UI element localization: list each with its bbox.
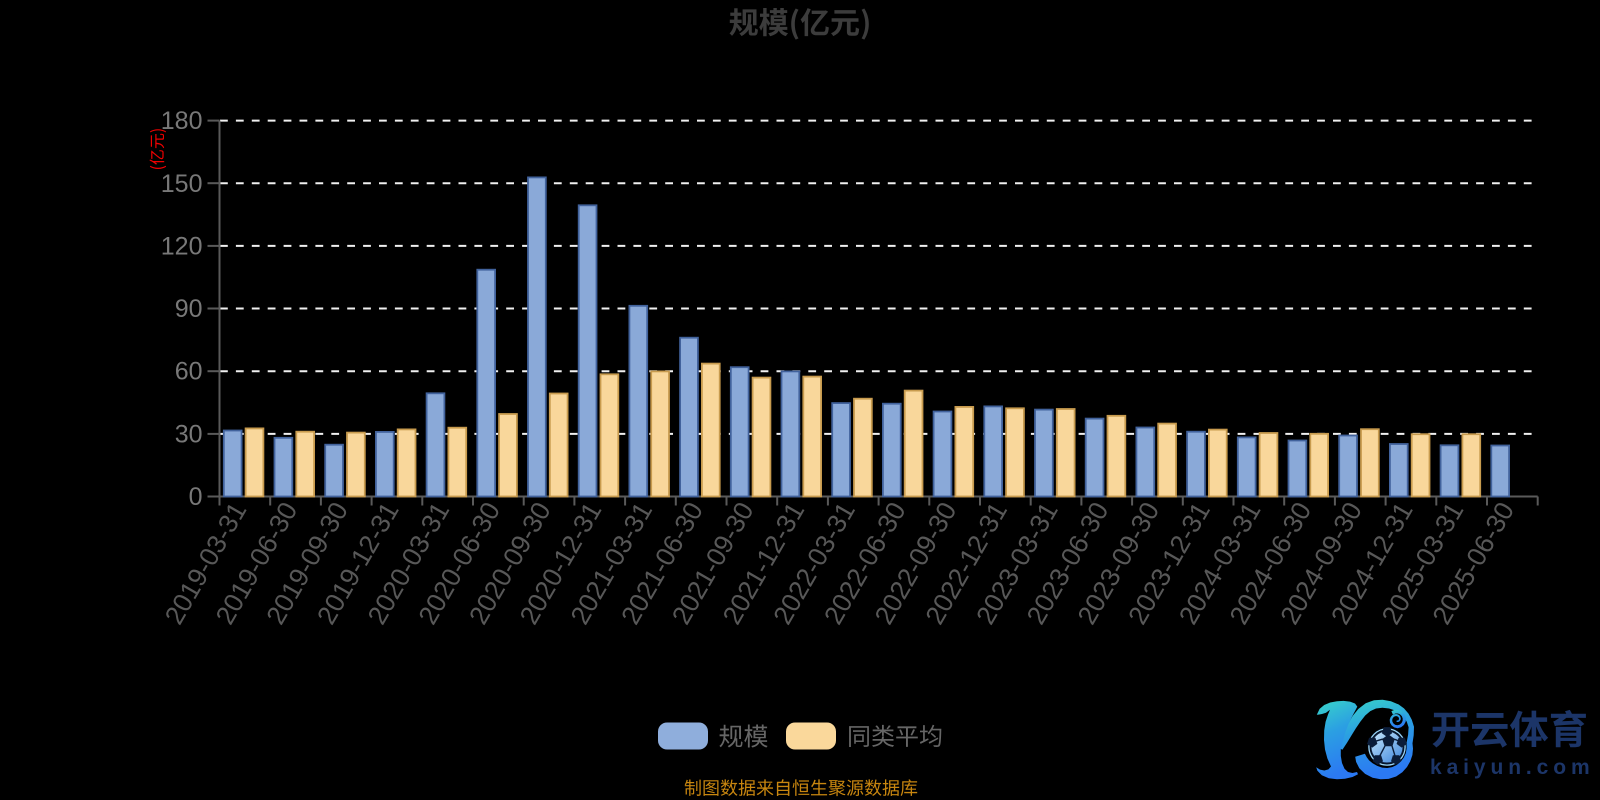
svg-text:30: 30 bbox=[175, 420, 203, 448]
svg-text:60: 60 bbox=[175, 358, 203, 386]
svg-text:120: 120 bbox=[161, 232, 203, 260]
svg-text:180: 180 bbox=[161, 107, 203, 135]
svg-text:0: 0 bbox=[189, 483, 203, 511]
svg-text:90: 90 bbox=[175, 295, 203, 323]
svg-text:150: 150 bbox=[161, 170, 203, 198]
svg-text:kaiyun.com: kaiyun.com bbox=[1430, 756, 1595, 779]
